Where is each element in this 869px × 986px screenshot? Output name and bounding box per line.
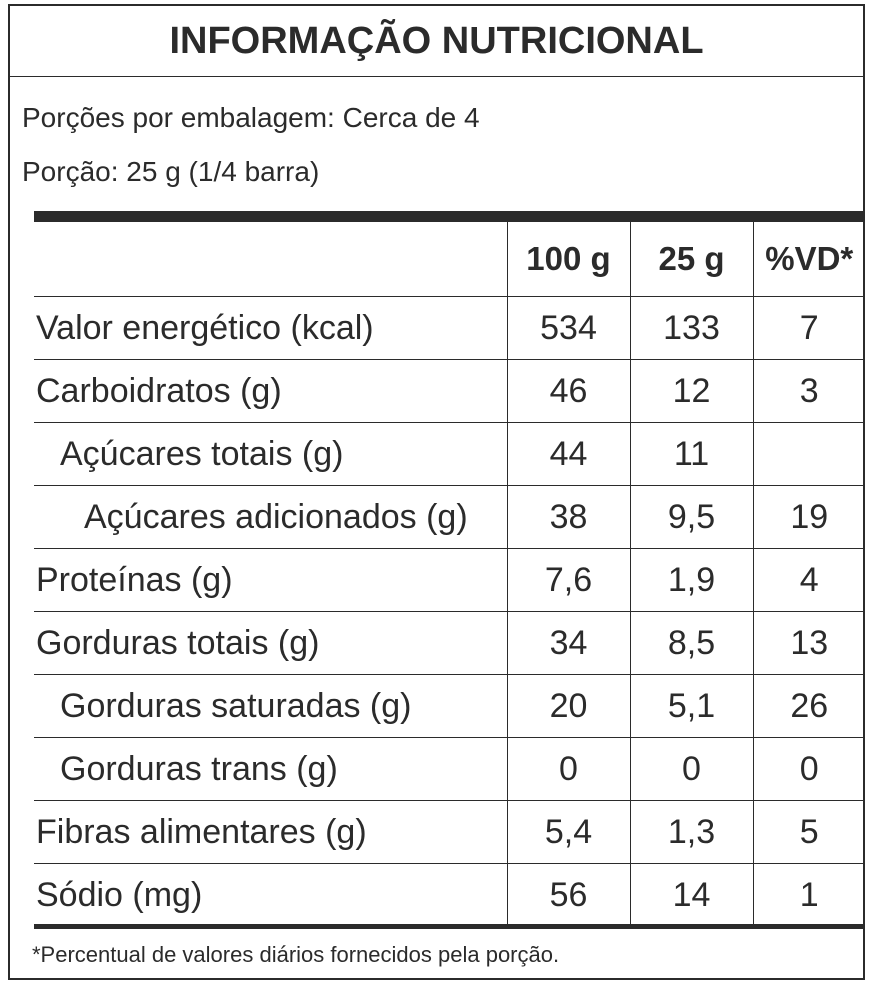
- table-row: Açúcares adicionados (g) 38 9,5 19: [34, 485, 865, 549]
- nutrient-name: Carboidratos (g): [34, 359, 507, 423]
- nutrient-name: Valor energético (kcal): [34, 296, 507, 360]
- value-25g: 1,3: [629, 800, 753, 864]
- value-vd: [752, 422, 865, 486]
- value-25g: 8,5: [629, 611, 753, 675]
- value-25g: 1,9: [629, 548, 753, 612]
- value-100g: 46: [506, 359, 630, 423]
- value-100g: 534: [506, 296, 630, 360]
- value-100g: 44: [506, 422, 630, 486]
- label-title: INFORMAÇÃO NUTRICIONAL: [10, 6, 863, 77]
- footnote: *Percentual de valores diários fornecido…: [32, 942, 560, 967]
- header-100g: 100 g: [506, 222, 630, 297]
- value-vd: 19: [752, 485, 865, 549]
- nutrition-table: 100 g 25 g %VD* Valor energético (kcal) …: [34, 222, 865, 926]
- table-row: Gorduras trans (g) 0 0 0: [34, 737, 865, 801]
- table-row: Gorduras saturadas (g) 20 5,1 26: [34, 674, 865, 738]
- value-100g: 20: [506, 674, 630, 738]
- value-25g: 5,1: [629, 674, 753, 738]
- table-row: Sódio (mg) 56 14 1: [34, 863, 865, 926]
- nutrient-name: Açúcares totais (g): [34, 422, 507, 486]
- value-25g: 133: [629, 296, 753, 360]
- nutrient-name: Gorduras trans (g): [34, 737, 507, 801]
- value-25g: 14: [629, 863, 753, 926]
- value-100g: 5,4: [506, 800, 630, 864]
- value-vd: 26: [752, 674, 865, 738]
- header-25g: 25 g: [629, 222, 753, 297]
- value-25g: 11: [629, 422, 753, 486]
- nutrient-name: Gorduras totais (g): [34, 611, 507, 675]
- value-25g: 12: [629, 359, 753, 423]
- thick-divider: [34, 211, 863, 222]
- serving-size: Porção: 25 g (1/4 barra): [22, 156, 320, 187]
- value-100g: 56: [506, 863, 630, 926]
- value-25g: 0: [629, 737, 753, 801]
- table-row: Valor energético (kcal) 534 133 7: [34, 296, 865, 360]
- value-vd: 1: [752, 863, 865, 926]
- table-row: Fibras alimentares (g) 5,4 1,3 5: [34, 800, 865, 864]
- table-header-row: 100 g 25 g %VD*: [34, 222, 865, 297]
- nutrient-name: Proteínas (g): [34, 548, 507, 612]
- header-blank-cell: [34, 222, 507, 297]
- value-vd: 3: [752, 359, 865, 423]
- nutrient-name: Gorduras saturadas (g): [34, 674, 507, 738]
- value-25g: 9,5: [629, 485, 753, 549]
- value-vd: 5: [752, 800, 865, 864]
- header-vd: %VD*: [752, 222, 865, 297]
- nutrient-name: Fibras alimentares (g): [34, 800, 507, 864]
- value-vd: 7: [752, 296, 865, 360]
- value-vd: 0: [752, 737, 865, 801]
- value-100g: 38: [506, 485, 630, 549]
- servings-per-package: Porções por embalagem: Cerca de 4: [22, 102, 480, 133]
- nutrition-facts-label: INFORMAÇÃO NUTRICIONAL Porções por embal…: [8, 4, 865, 980]
- nutrient-name: Açúcares adicionados (g): [34, 485, 507, 549]
- bottom-divider: [34, 924, 863, 929]
- table-row: Gorduras totais (g) 34 8,5 13: [34, 611, 865, 675]
- value-vd: 13: [752, 611, 865, 675]
- value-vd: 4: [752, 548, 865, 612]
- nutrient-name: Sódio (mg): [36, 875, 203, 914]
- table-row: Açúcares totais (g) 44 11: [34, 422, 865, 486]
- table-row: Proteínas (g) 7,6 1,9 4: [34, 548, 865, 612]
- value-100g: 34: [506, 611, 630, 675]
- table-row: Carboidratos (g) 46 12 3: [34, 359, 865, 423]
- value-100g: 7,6: [506, 548, 630, 612]
- value-100g: 0: [506, 737, 630, 801]
